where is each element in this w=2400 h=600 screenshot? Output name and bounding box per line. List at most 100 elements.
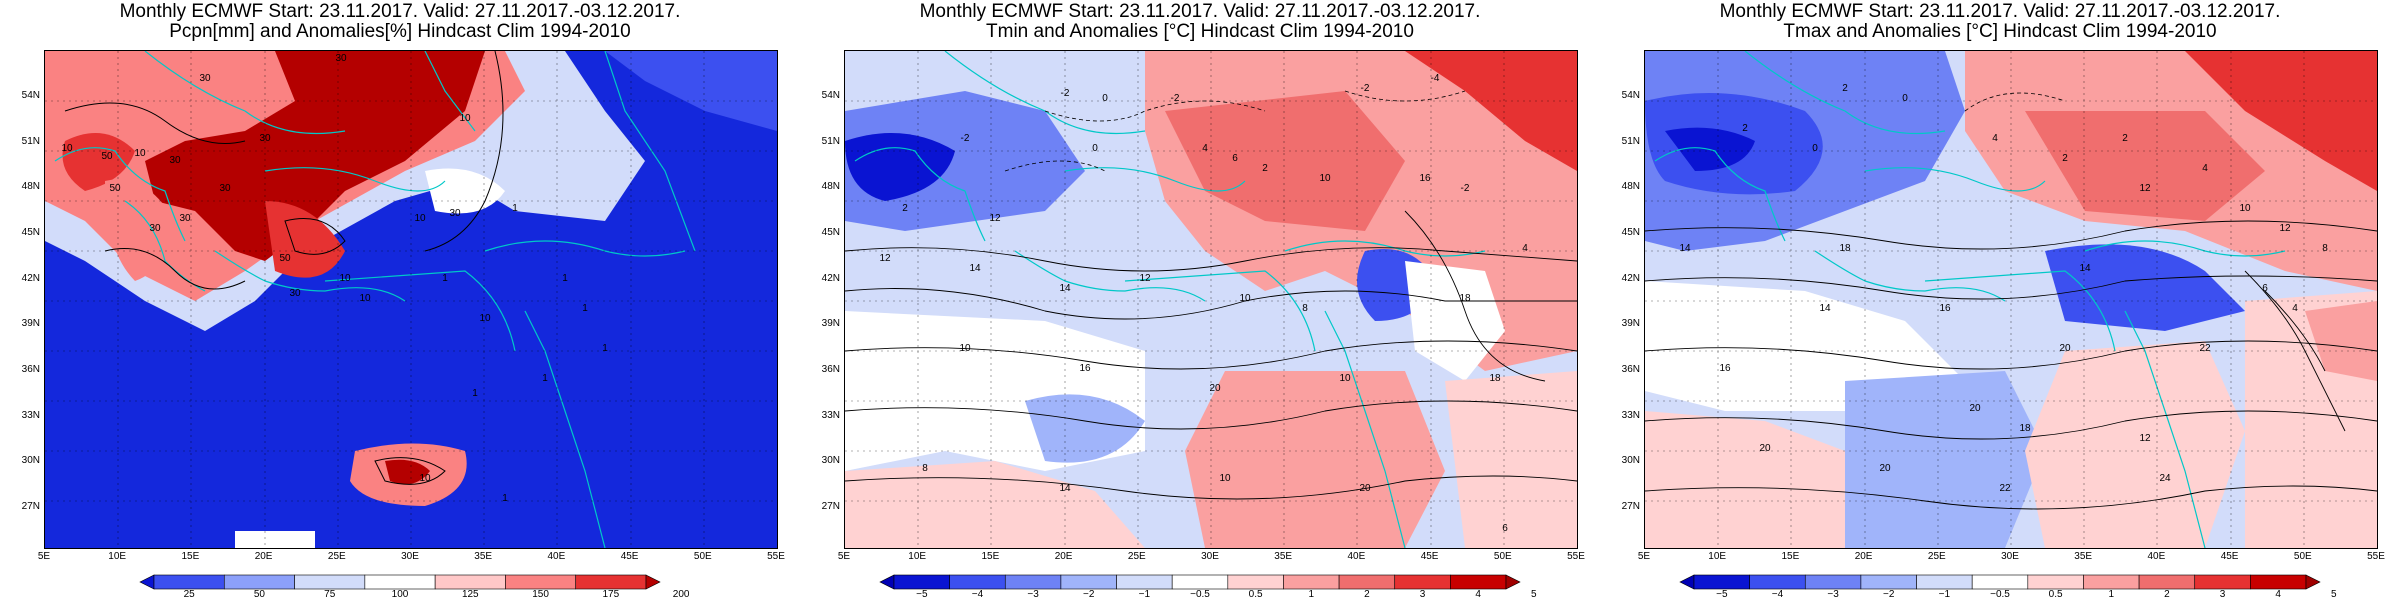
contour-label: 0 (1902, 93, 1908, 104)
lat-tick-label: 39N (1621, 318, 1640, 330)
colorbar-label: −1 (1938, 589, 1951, 600)
lat-tick-label: 27N (821, 501, 840, 512)
lon-tick-label: 45E (620, 551, 639, 562)
colorbar-label: 3 (2219, 589, 2226, 600)
colorbar-cell (2083, 574, 2140, 590)
colorbar-label: −2 (1883, 589, 1895, 600)
contour-label: 10 (1339, 373, 1351, 384)
contour-label: 1 (512, 203, 518, 214)
contour-label: 10 (1219, 473, 1231, 484)
lon-tick-label: 50E (693, 551, 712, 562)
lon-tick-label: 55E (2367, 551, 2385, 562)
contour-label: 12 (1139, 273, 1151, 284)
colorbar-cell (879, 574, 895, 590)
colorbar-cell (1693, 574, 1750, 590)
colorbar-cell (1394, 574, 1451, 590)
contour-label: 22 (1999, 483, 2011, 494)
contour-label: 12 (2279, 223, 2291, 234)
lat-tick-label: 45N (21, 227, 40, 238)
contour-label: 2 (1262, 163, 1268, 174)
colorbar-label: 200 (672, 589, 690, 600)
contour-label: 30 (449, 208, 461, 219)
contour-label: 16 (1719, 363, 1731, 374)
contour-label: 4 (1992, 133, 1998, 144)
contour-label: 14 (1819, 303, 1831, 314)
colorbar-label: 1 (1308, 589, 1315, 600)
contour-label: 10 (1239, 293, 1251, 304)
colorbar-cell (153, 574, 225, 590)
lon-tick-label: 30E (2001, 551, 2019, 562)
contour-label: 18 (1459, 293, 1471, 304)
contour-label: 1 (582, 303, 588, 314)
colorbar-cell (1450, 574, 1507, 590)
lat-tick-label: 39N (821, 318, 840, 330)
contour-label: 20 (1359, 483, 1371, 494)
lat-tick-label: 45N (1621, 227, 1640, 238)
contour-label: 18 (1489, 373, 1501, 384)
colorbar-cell (949, 574, 1006, 590)
lat-tick-label: 33N (1621, 409, 1640, 421)
contour-label: 10 (959, 343, 971, 354)
contour-label: 10 (459, 113, 471, 124)
contour-label: 2 (1842, 83, 1848, 94)
contour-label: 24 (2159, 473, 2171, 484)
colorbar-label: −0.5 (1990, 589, 2010, 600)
colorbar (879, 574, 1521, 590)
lat-tick-label: 45N (821, 227, 840, 238)
contour-label: -2 (1461, 183, 1470, 194)
contour-label: 30 (259, 133, 271, 144)
colorbar-label: 175 (602, 589, 620, 600)
contour-label: 8 (1302, 303, 1308, 314)
contour-label: 20 (1969, 403, 1981, 414)
lon-tick-label: 15E (981, 551, 1000, 562)
lon-tick-label: 15E (181, 551, 200, 562)
contour-label: 6 (1232, 153, 1238, 164)
colorbar-cell (2250, 574, 2307, 590)
colorbar-label: 2 (2164, 589, 2170, 600)
contour-labels: 30 30 10 10 50 30 50 30 30 30 30 50 10 30 10 10 30 10 1 1 10… (61, 53, 608, 504)
colorbar-cell (1916, 574, 1973, 590)
colorbar-label: −2 (1083, 589, 1095, 600)
tmin-map: -2 0 -2 -4 -2 -2 0 4 6 2 2 12 10 16 12 14 14 12 10 8 18 10 16 2… (844, 50, 1578, 549)
tmax-map: 2 0 2 0 4 2 12 14 16 20 22 20 18 14 16 20 20 22 24 10 12 8 6 4 2… (1644, 50, 2378, 549)
colorbar-cell (1679, 574, 1695, 590)
contour-label: 2 (2062, 153, 2068, 164)
colorbar-label: 50 (253, 589, 265, 600)
lat-tick-label: 54N (1621, 90, 1640, 101)
contour-label: 0 (1812, 143, 1818, 154)
colorbar-label: −4 (971, 589, 984, 600)
colorbar-label: 25 (183, 589, 195, 600)
contour-label: 18 (1839, 243, 1851, 254)
lon-tick-label: 55E (767, 551, 785, 562)
colorbar-label: −0.5 (1190, 589, 1210, 600)
contour-label: 4 (1202, 143, 1208, 154)
lon-tick-label: 45E (1420, 551, 1439, 562)
colorbar-label: 100 (391, 589, 409, 600)
colorbar-cell (505, 574, 577, 590)
lat-tick-label: 36N (21, 364, 40, 375)
colorbar-cell (893, 574, 950, 590)
colorbar-label: −5 (1716, 589, 1728, 600)
lat-tick-label: 54N (21, 90, 40, 101)
colorbar-cell (1860, 574, 1917, 590)
colorbar-cell (1338, 574, 1396, 590)
colorbar-cell (645, 574, 661, 590)
lon-tick-label: 50E (1493, 551, 1512, 562)
contour-label: 10 (419, 473, 431, 484)
contour-labels: -2 0 -2 -4 -2 -2 0 4 6 2 2 12 10 16 12 14 14 12 10 8 18 10 16 2… (879, 73, 1528, 534)
colorbar-label: 5 (2331, 589, 2337, 600)
contour-label: 1 (472, 388, 478, 399)
colorbar-label: −5 (916, 589, 928, 600)
contour-label: 1 (562, 273, 568, 284)
lon-tick-label: 5E (837, 551, 851, 562)
contour-label: 1 (502, 493, 508, 504)
colorbar-cell (2138, 574, 2196, 590)
contour-label: 1 (442, 273, 448, 284)
lat-tick-label: 30N (821, 455, 840, 467)
lat-tick-label: 33N (821, 409, 840, 421)
lat-tick-label: 48N (21, 181, 40, 193)
lat-tick-label: 27N (1621, 501, 1640, 512)
contour-label: -2 (961, 133, 970, 144)
contour-label: 4 (1522, 243, 1528, 254)
colorbar-cell (1804, 574, 1862, 590)
